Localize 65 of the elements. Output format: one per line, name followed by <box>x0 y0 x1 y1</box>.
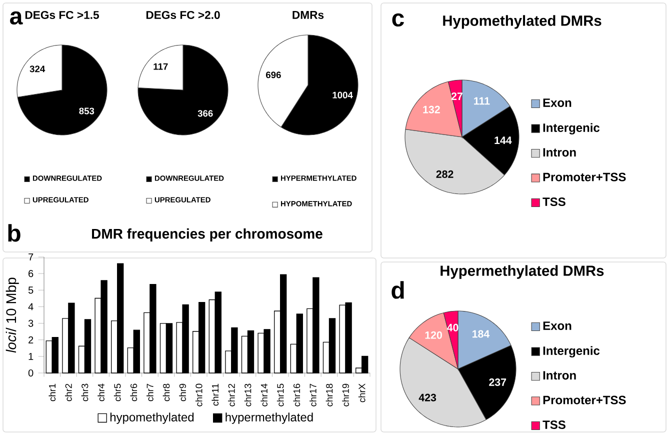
x-tick-label: chr2 <box>65 384 72 402</box>
x-tick-label: chr10 <box>195 384 202 406</box>
chart-title: Hypomethylated DMRs <box>443 15 602 29</box>
x-tick-label: chr19 <box>342 384 349 406</box>
data-label: 184 <box>472 330 490 338</box>
data-label: 853 <box>79 108 94 114</box>
data-label: 1004 <box>332 92 353 98</box>
y-tick-label: 2 <box>28 336 34 344</box>
x-tick-label: chr4 <box>98 384 104 402</box>
data-label: 117 <box>154 63 168 70</box>
legend-label: Intergenic <box>543 346 600 358</box>
y-tick-label: 0 <box>28 369 34 377</box>
y-tick-label: 4 <box>28 303 34 310</box>
y-tick-label: 1 <box>28 352 34 360</box>
x-tick-label: chr15 <box>276 384 284 406</box>
y-tick-label: 7 <box>28 254 34 260</box>
chart-title: Hypermethylated DMRs <box>440 265 604 279</box>
legend-label: Exon <box>543 98 572 107</box>
x-tick-label: chr17 <box>310 384 316 406</box>
legend-label: Intron <box>543 371 576 380</box>
legend-label: hypermethylated <box>226 412 313 424</box>
data-label: 120 <box>425 331 442 339</box>
y-axis-title: loci/ 10 Mbp <box>6 278 19 353</box>
x-tick-label: chrX <box>358 384 366 402</box>
chart-title: DEGs FC >2.0 <box>146 10 220 19</box>
data-label: 423 <box>418 394 436 402</box>
data-label: 111 <box>474 97 490 105</box>
data-label: 324 <box>30 66 46 72</box>
x-tick-label: chr7 <box>146 384 154 402</box>
legend-label: Intron <box>543 148 576 157</box>
data-label: 132 <box>423 106 440 114</box>
chart-title: DEGs FC >1.5 <box>25 10 99 19</box>
text: d <box>392 281 404 299</box>
legend-label: Promoter+TSS <box>543 172 626 182</box>
x-tick-label: chr16 <box>293 384 300 406</box>
legend-label: TSS <box>542 197 566 206</box>
x-tick-label: chr8 <box>162 384 170 402</box>
x-tick-label: chr12 <box>228 384 235 406</box>
x-tick-label: chr1 <box>48 384 56 402</box>
y-tick-label: 3 <box>28 320 34 327</box>
text: c <box>392 13 404 27</box>
x-tick-label: chr9 <box>179 384 186 402</box>
data-label: 366 <box>198 110 213 117</box>
data-label: 237 <box>489 378 506 386</box>
legend-label: hypomethylated <box>110 412 194 424</box>
text: a <box>10 11 23 25</box>
x-tick-label: chr11 <box>212 384 219 406</box>
y-tick-label: 6 <box>28 270 34 278</box>
legend-label: Exon <box>543 322 572 330</box>
legend-label: TSS <box>542 420 566 429</box>
chart-title: DMRs <box>292 11 324 19</box>
y-tick-label: 5 <box>28 286 34 294</box>
text: b <box>8 224 20 242</box>
x-tick-label: chr6 <box>130 384 138 402</box>
x-tick-label: chr14 <box>260 384 268 406</box>
x-tick-label: chr5 <box>114 384 121 402</box>
data-label: 282 <box>436 170 454 178</box>
x-tick-label: chr3 <box>81 384 88 402</box>
chart-title: DMR frequencies per chromosome <box>92 228 322 242</box>
x-tick-label: chr13 <box>244 384 252 406</box>
x-tick-label: chr18 <box>326 384 333 406</box>
data-label: 696 <box>266 72 281 78</box>
legend-label: Intergenic <box>543 123 600 134</box>
data-label: 144 <box>494 136 512 144</box>
legend-label: Promoter+TSS <box>543 396 626 404</box>
